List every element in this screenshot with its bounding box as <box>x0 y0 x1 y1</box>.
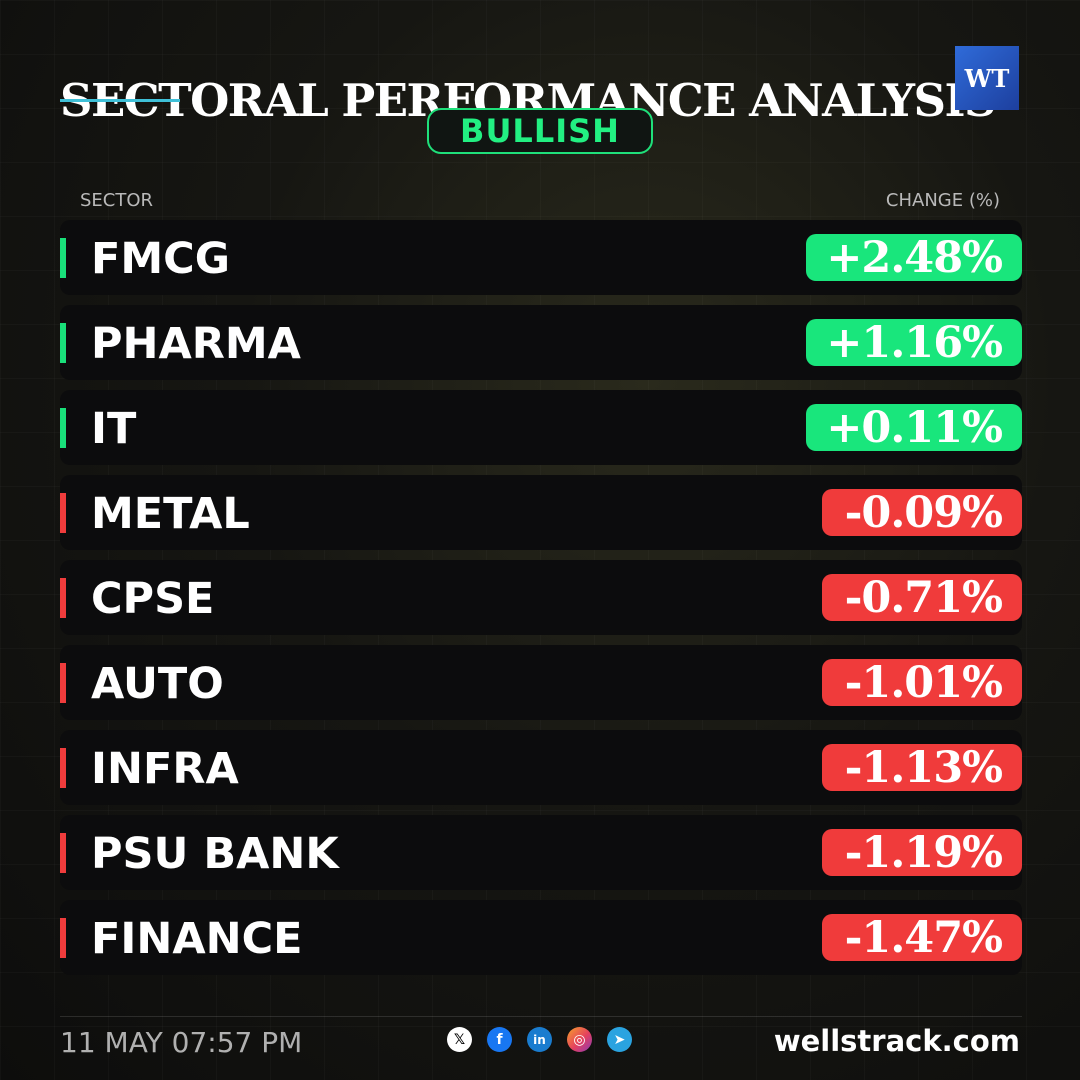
timestamp: 11 MAY 07:57 PM <box>60 1026 303 1059</box>
change-value: +1.16% <box>806 318 1022 368</box>
trend-indicator-bar <box>60 748 66 788</box>
sector-name: FINANCE <box>91 914 303 964</box>
change-value: -1.13% <box>822 743 1022 793</box>
change-value: -1.47% <box>822 913 1022 963</box>
social-links: 𝕏 f in ◎ ➤ <box>447 1027 632 1052</box>
trend-indicator-bar <box>60 918 66 958</box>
table-row: METAL -0.09% <box>60 475 1022 550</box>
footer-divider <box>60 1016 1022 1017</box>
table-row: PHARMA +1.16% <box>60 305 1022 380</box>
trend-indicator-bar <box>60 408 66 448</box>
change-value: +0.11% <box>806 403 1022 453</box>
trend-indicator-bar <box>60 493 66 533</box>
sector-name: FMCG <box>91 234 231 284</box>
trend-indicator-bar <box>60 578 66 618</box>
table-row: IT +0.11% <box>60 390 1022 465</box>
sector-column-header: SECTOR <box>80 190 154 211</box>
trend-indicator-bar <box>60 663 66 703</box>
x-icon[interactable]: 𝕏 <box>447 1027 472 1052</box>
wellstrack-logo: WT <box>955 46 1019 110</box>
table-row: PSU BANK -1.19% <box>60 815 1022 890</box>
sector-name: PHARMA <box>91 319 301 369</box>
title-accent-line <box>60 99 180 102</box>
sector-name: IT <box>91 404 137 454</box>
change-value: -1.01% <box>822 658 1022 708</box>
trend-indicator-bar <box>60 833 66 873</box>
table-row: INFRA -1.13% <box>60 730 1022 805</box>
sector-name: AUTO <box>91 659 224 709</box>
facebook-icon[interactable]: f <box>487 1027 512 1052</box>
linkedin-icon[interactable]: in <box>527 1027 552 1052</box>
change-value: +2.48% <box>806 233 1022 283</box>
change-value: -0.71% <box>822 573 1022 623</box>
sector-name: PSU BANK <box>91 829 339 879</box>
change-value: -0.09% <box>822 488 1022 538</box>
website-link[interactable]: wellstrack.com <box>773 1024 1020 1058</box>
telegram-icon[interactable]: ➤ <box>607 1027 632 1052</box>
table-row: CPSE -0.71% <box>60 560 1022 635</box>
instagram-icon[interactable]: ◎ <box>567 1027 592 1052</box>
sector-table: FMCG +2.48% PHARMA +1.16% IT +0.11% META… <box>60 220 1022 985</box>
market-sentiment-badge: BULLISH <box>427 108 653 154</box>
change-value: -1.19% <box>822 828 1022 878</box>
sector-name: INFRA <box>91 744 239 794</box>
trend-indicator-bar <box>60 238 66 278</box>
sector-name: CPSE <box>91 574 215 624</box>
table-row: AUTO -1.01% <box>60 645 1022 720</box>
table-row: FINANCE -1.47% <box>60 900 1022 975</box>
sector-name: METAL <box>91 489 250 539</box>
change-column-header: CHANGE (%) <box>885 190 1000 211</box>
table-row: FMCG +2.48% <box>60 220 1022 295</box>
trend-indicator-bar <box>60 323 66 363</box>
